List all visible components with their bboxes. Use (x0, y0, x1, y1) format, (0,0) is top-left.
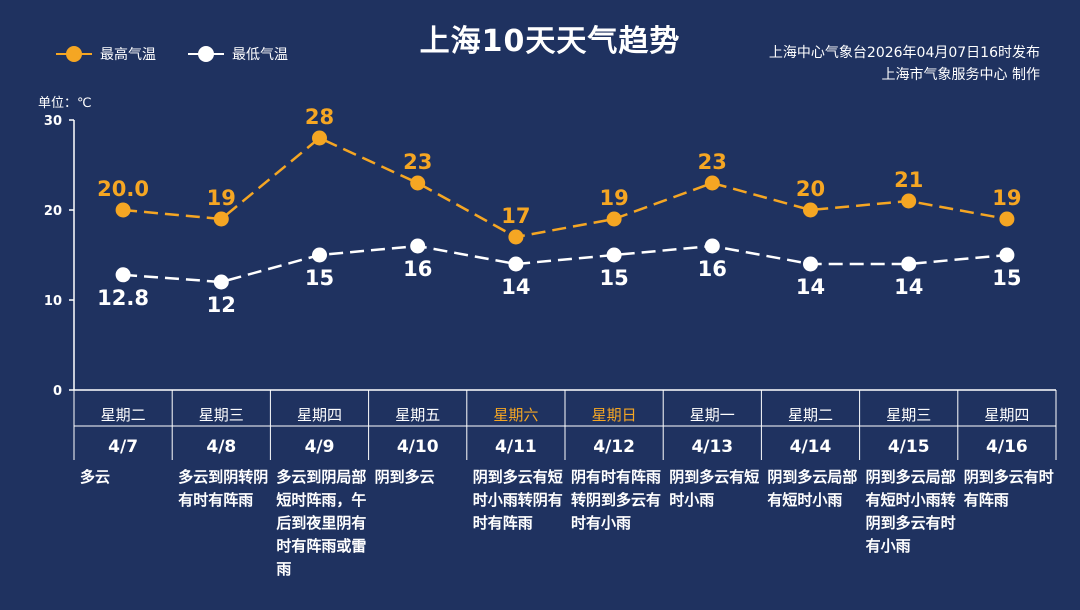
weather-description: 阴到多云有短时小雨 (669, 468, 759, 509)
weekday-label: 星期三 (886, 406, 931, 424)
date-label: 4/11 (495, 437, 537, 457)
weather-description: 阴到多云有短时小雨转阴有时有阵雨 (473, 468, 563, 532)
data-point-high (606, 211, 622, 227)
data-label-low: 12.8 (97, 286, 149, 310)
weekday-label: 星期四 (297, 406, 342, 424)
weekday-label: 星期二 (788, 406, 833, 424)
data-point-high (803, 202, 818, 218)
y-tick-label: 30 (44, 114, 62, 129)
date-label: 4/15 (888, 437, 930, 457)
legend-label-low: 最低气温 (232, 47, 288, 63)
data-point-low (803, 256, 818, 272)
weekday-label: 星期三 (199, 406, 244, 424)
data-point-low (606, 247, 622, 263)
data-point-high (901, 193, 917, 209)
weekday-label: 星期一 (690, 406, 735, 424)
data-label-high: 19 (992, 186, 1021, 210)
data-label-low: 14 (501, 275, 530, 299)
data-label-high: 20.0 (97, 177, 149, 201)
data-point-high (213, 211, 229, 227)
weather-description: 阴到多云局部有短时小雨 (767, 468, 857, 509)
legend-item-high: 最高气温 (56, 44, 156, 64)
data-point-high (312, 130, 327, 146)
data-point-low (901, 256, 917, 272)
series-line-low (123, 244, 1008, 284)
data-point-high (115, 202, 131, 218)
legend-item-low: 最低气温 (188, 44, 288, 64)
data-label-high: 17 (501, 204, 530, 228)
y-tick-label: 0 (53, 384, 62, 399)
date-label: 4/14 (790, 437, 832, 457)
data-point-low (213, 274, 229, 290)
data-label-high: 20 (796, 177, 825, 201)
data-point-high (410, 175, 426, 191)
weather-description: 阴有时有阵雨转阴到多云有时有小雨 (571, 468, 661, 532)
data-label-low: 14 (796, 275, 825, 299)
unit-label: 单位：℃ (38, 96, 92, 111)
date-label: 4/8 (206, 437, 236, 457)
data-point-low (312, 247, 327, 263)
weather-description: 多云到阴转阴有时有阵雨 (178, 468, 268, 509)
page-title: 上海10天天气趋势 (419, 24, 681, 59)
legend-label-high: 最高气温 (100, 47, 156, 63)
data-label-low: 14 (894, 275, 923, 299)
date-label: 4/7 (108, 437, 138, 457)
data-point-low (999, 247, 1015, 263)
weather-description: 多云到阴局部短时阵雨，午后到夜里阴有时有阵雨或雷雨 (276, 468, 366, 578)
legend-swatch-low (188, 46, 224, 62)
y-tick-label: 20 (44, 204, 62, 219)
weather-description: 阴到多云有时有阵雨 (964, 468, 1054, 509)
data-label-high: 21 (894, 168, 923, 192)
date-label: 4/16 (986, 437, 1028, 457)
weekday-label: 星期六 (493, 406, 538, 424)
weekday-label: 星期五 (395, 406, 440, 424)
data-label-low: 16 (698, 257, 727, 281)
data-label-high: 19 (207, 186, 236, 210)
date-label: 4/9 (305, 437, 335, 457)
data-point-high (999, 211, 1015, 227)
source-line-2: 上海市气象服务中心 制作 (881, 67, 1040, 83)
data-label-high: 23 (698, 150, 727, 174)
data-point-low (508, 256, 524, 272)
weather-description: 多云 (80, 468, 110, 486)
weekday-label: 星期日 (592, 406, 637, 424)
legend: 最高气温 最低气温 (56, 44, 288, 64)
data-point-low (704, 238, 720, 254)
weekday-label: 星期四 (984, 406, 1029, 424)
series-line-high (122, 136, 1008, 239)
weekday-label: 星期二 (101, 406, 146, 424)
weather-description: 阴到多云局部有短时小雨转阴到多云有时有小雨 (866, 468, 956, 555)
data-label-low: 12 (207, 293, 236, 317)
data-point-high (508, 229, 524, 245)
source-info: 上海中心气象台2026年04月07日16时发布 上海市气象服务中心 制作 (769, 42, 1040, 86)
weather-description: 阴到多云 (375, 468, 435, 486)
data-label-low: 15 (992, 266, 1021, 290)
date-label: 4/13 (691, 437, 733, 457)
data-label-low: 15 (305, 266, 334, 290)
data-label-low: 16 (403, 257, 432, 281)
y-tick-label: 10 (44, 294, 62, 309)
data-point-high (704, 175, 720, 191)
data-point-low (115, 267, 131, 283)
data-label-low: 15 (599, 266, 628, 290)
date-label: 4/10 (397, 437, 439, 457)
data-label-high: 23 (403, 150, 432, 174)
date-label: 4/12 (593, 437, 635, 457)
data-label-high: 19 (599, 186, 628, 210)
data-point-low (410, 238, 426, 254)
legend-swatch-high (56, 46, 92, 62)
data-label-high: 28 (305, 105, 334, 129)
source-line-1: 上海中心气象台2026年04月07日16时发布 (768, 45, 1040, 61)
